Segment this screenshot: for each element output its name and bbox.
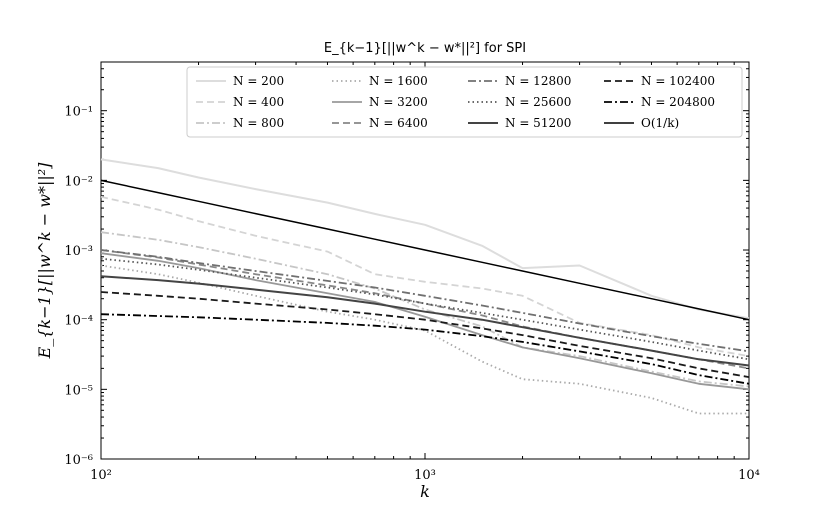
series-line-1 xyxy=(100,195,750,357)
series-line-10 xyxy=(100,313,750,385)
legend: N = 200 N = 400 N = 800 N = 1600 N = 3200 N =… xyxy=(186,66,743,138)
x-axis-title: k xyxy=(420,482,430,501)
y-tick-label: 10⁻³ xyxy=(64,244,93,259)
series-line-7 xyxy=(100,257,750,361)
series-line-8 xyxy=(100,275,750,367)
axis-ticks: 10² 10³ 10⁴ 10⁻⁶ 10⁻⁵ 10⁻⁴ 10⁻³ 10⁻² 10⁻¹ xyxy=(64,61,760,483)
legend-label-0: N = 200 xyxy=(233,74,284,88)
y-axis-title: E_{k−1}[||w^k − w*||²] xyxy=(35,162,54,360)
series-line-6 xyxy=(100,249,750,353)
y-tick-label: 10⁻⁵ xyxy=(64,383,93,398)
legend-label-9: N = 102400 xyxy=(641,74,715,88)
x-tick-label: 10⁴ xyxy=(738,468,760,483)
y-tick-label: 10⁻¹ xyxy=(64,105,93,120)
series-line-2 xyxy=(100,231,750,388)
series-line-0 xyxy=(100,158,750,320)
legend-label-2: N = 800 xyxy=(233,116,284,130)
legend-label-7: N = 25600 xyxy=(505,95,571,109)
y-tick-label: 10⁻⁶ xyxy=(64,453,93,468)
series-line-9 xyxy=(100,291,750,378)
series-line-3 xyxy=(100,264,749,415)
series-layer xyxy=(100,158,750,415)
legend-label-11: O(1/k) xyxy=(641,116,679,130)
legend-label-3: N = 1600 xyxy=(369,74,428,88)
legend-label-5: N = 6400 xyxy=(369,116,428,130)
legend-box xyxy=(186,66,743,138)
y-tick-label: 10⁻⁴ xyxy=(64,314,93,329)
legend-label-1: N = 400 xyxy=(233,95,284,109)
legend-label-10: N = 204800 xyxy=(641,95,715,109)
series-line-11 xyxy=(100,179,750,321)
series-line-4 xyxy=(100,252,750,391)
x-tick-label: 10³ xyxy=(414,468,436,483)
legend-label-8: N = 51200 xyxy=(505,116,571,130)
x-tick-label: 10² xyxy=(90,468,112,483)
chart-title: E_{k−1}[||w^k − w*||²] for SPI xyxy=(324,41,526,56)
y-tick-label: 10⁻² xyxy=(64,174,93,189)
legend-label-6: N = 12800 xyxy=(505,74,571,88)
legend-label-4: N = 3200 xyxy=(369,95,428,109)
